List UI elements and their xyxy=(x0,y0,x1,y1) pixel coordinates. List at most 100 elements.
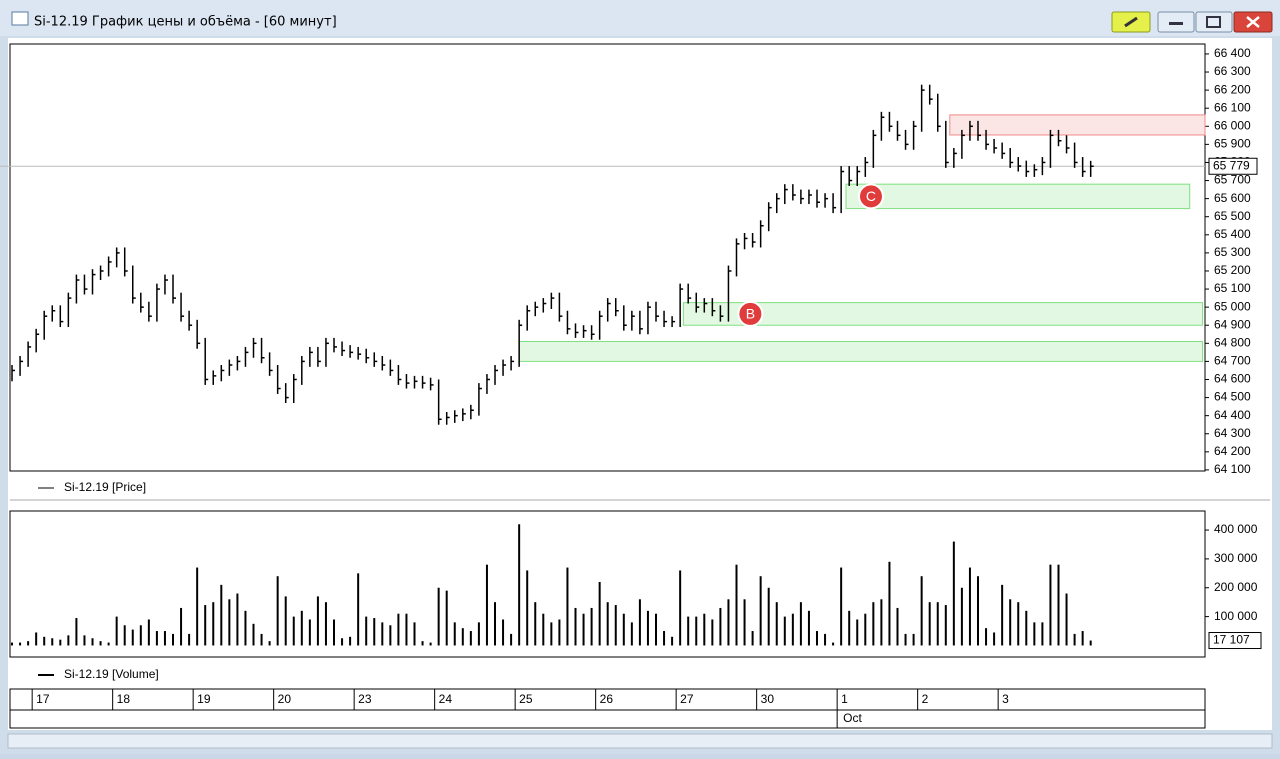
volume-bar xyxy=(27,641,30,646)
y-tick-label: 66 400 xyxy=(1214,46,1251,60)
volume-bar xyxy=(638,599,641,646)
volume-bar xyxy=(976,576,979,646)
volume-bar xyxy=(815,631,818,646)
legend-price: Si-12.19 [Price] xyxy=(64,480,146,494)
volume-bar xyxy=(139,625,142,646)
volume-bar xyxy=(1041,622,1044,646)
volume-bar xyxy=(1073,633,1076,646)
volume-bar xyxy=(791,613,794,646)
volume-bar xyxy=(172,633,175,646)
volume-bar xyxy=(840,567,843,646)
y-tick-label: 64 500 xyxy=(1214,390,1251,404)
maximize-icon xyxy=(1206,16,1221,28)
volume-bar xyxy=(751,631,754,646)
volume-bar xyxy=(236,593,239,646)
volume-bar xyxy=(43,636,46,646)
volume-bar xyxy=(333,619,336,646)
y-tick-label: 65 100 xyxy=(1214,281,1251,295)
volume-bar xyxy=(461,628,464,646)
volume-bar xyxy=(912,633,915,646)
volume-bar xyxy=(928,602,931,646)
volume-bar xyxy=(123,625,126,646)
volume-bar xyxy=(75,618,78,646)
link-icon xyxy=(1124,16,1138,28)
volume-bar xyxy=(598,581,601,646)
volume-bar xyxy=(204,605,207,646)
volume-bar xyxy=(775,602,778,646)
volume-bar xyxy=(767,587,770,646)
volume-bar xyxy=(51,638,54,646)
day-label: 24 xyxy=(439,692,453,706)
volume-bar xyxy=(904,633,907,646)
day-label: 18 xyxy=(117,692,131,706)
volume-bar xyxy=(11,642,14,646)
volume-bar xyxy=(1057,564,1060,646)
last-volume-box xyxy=(1208,632,1262,650)
volume-bar xyxy=(646,610,649,646)
volume-bar xyxy=(783,616,786,646)
volume-bar xyxy=(413,622,416,646)
volume-bar xyxy=(574,607,577,646)
zone-label: B xyxy=(746,306,755,322)
y-tick-label: 64 600 xyxy=(1214,372,1251,386)
volume-bar xyxy=(888,561,891,646)
day-label: 27 xyxy=(680,692,694,706)
volume-bar xyxy=(155,631,158,646)
volume-bar xyxy=(421,641,424,646)
scrollbar[interactable] xyxy=(7,733,1273,749)
volume-bar xyxy=(365,616,368,646)
volume-bar xyxy=(590,607,593,646)
volume-bar xyxy=(485,564,488,646)
volume-bar xyxy=(316,596,319,646)
day-label: 23 xyxy=(358,692,372,706)
volume-bar xyxy=(99,641,102,646)
volume-bar xyxy=(300,610,303,646)
volume-bar xyxy=(679,570,682,646)
volume-bar xyxy=(582,613,585,646)
volume-bar xyxy=(163,631,166,646)
volume-bar xyxy=(308,619,311,646)
y-tick-label: 66 000 xyxy=(1214,118,1251,132)
volume-bar xyxy=(534,602,537,646)
volume-bar xyxy=(807,610,810,646)
volume-bar xyxy=(188,633,191,646)
volume-bar xyxy=(936,602,939,646)
volume-bar xyxy=(437,587,440,646)
volume-bar xyxy=(1049,564,1052,646)
volume-bar xyxy=(550,622,553,646)
y-tick-label: 65 600 xyxy=(1214,191,1251,205)
volume-bar xyxy=(389,625,392,646)
volume-bar xyxy=(735,564,738,646)
y-tick-label: 400 000 xyxy=(1214,522,1258,536)
y-tick-label: 64 300 xyxy=(1214,426,1251,440)
day-label: 1 xyxy=(841,692,848,706)
volume-bar xyxy=(896,607,899,646)
volume-bar xyxy=(622,613,625,646)
zone-label: C xyxy=(866,188,876,204)
volume-bar xyxy=(832,642,835,646)
day-label: 17 xyxy=(36,692,50,706)
volume-bar xyxy=(993,632,996,646)
volume-bar xyxy=(655,613,658,646)
day-label: 19 xyxy=(197,692,211,706)
volume-bar xyxy=(671,636,674,646)
volume-bar xyxy=(107,642,110,646)
volume-bar xyxy=(848,610,851,646)
volume-bar xyxy=(558,619,561,646)
y-tick-label: 65 400 xyxy=(1214,227,1251,241)
maximize-button[interactable] xyxy=(1195,11,1233,33)
volume-bar xyxy=(252,623,255,646)
y-tick-label: 300 000 xyxy=(1214,551,1258,565)
volume-bar xyxy=(695,616,698,646)
volume-bar xyxy=(494,602,497,646)
y-tick-label: 100 000 xyxy=(1214,609,1258,623)
volume-bar xyxy=(952,541,955,646)
volume-bar xyxy=(711,619,714,646)
volume-bar xyxy=(614,605,617,646)
volume-bar xyxy=(824,633,827,646)
volume-bar xyxy=(196,567,199,646)
last-price-label: 65 779 xyxy=(1213,158,1250,172)
y-tick-label: 65 500 xyxy=(1214,209,1251,223)
